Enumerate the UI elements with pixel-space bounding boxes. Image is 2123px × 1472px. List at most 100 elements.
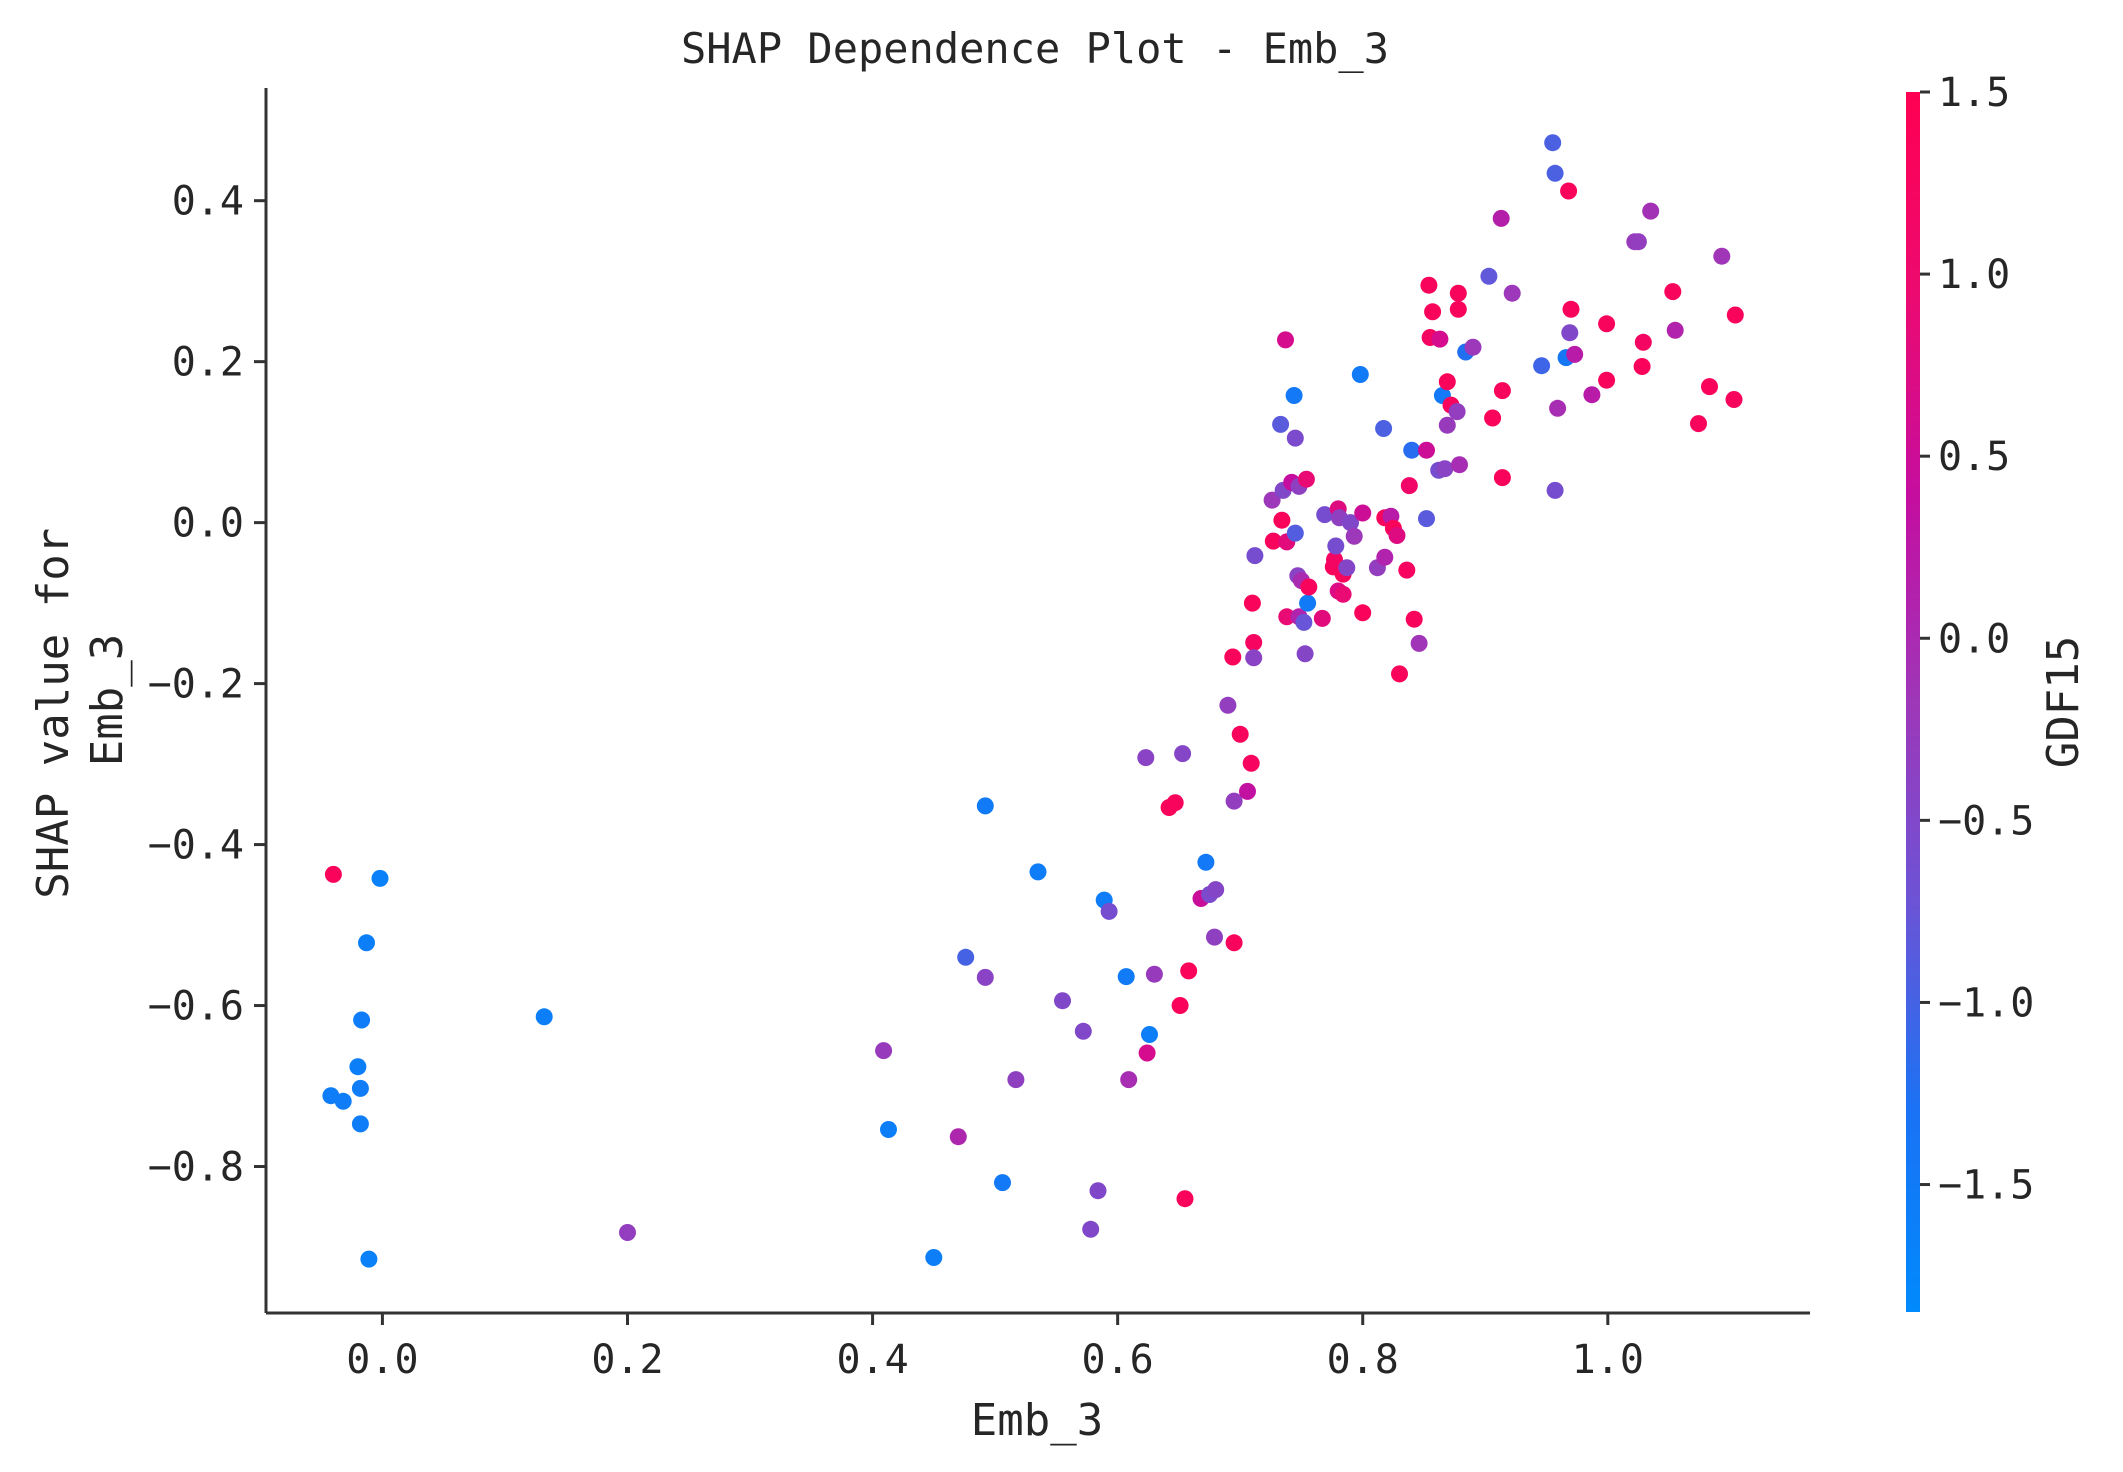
scatter-point — [1398, 561, 1416, 579]
colorbar-ticks: 1.5 1.0 0.5 0.0 −0.5 −1.0 −1.5 — [1920, 70, 2034, 1209]
y-tick-label: −0.4 — [148, 823, 244, 869]
scatter-point — [1598, 315, 1616, 333]
scatter-point — [1224, 648, 1242, 666]
scatter-point — [1316, 506, 1334, 524]
scatter-point — [1206, 928, 1223, 946]
x-tick-label: 0.8 — [1327, 1337, 1399, 1383]
scatter-point — [371, 869, 389, 887]
scatter-point — [1449, 300, 1467, 318]
scatter-point — [1438, 373, 1456, 391]
x-tick-label: 0.4 — [836, 1337, 908, 1383]
scatter-point — [358, 934, 375, 952]
scatter-point — [1174, 745, 1192, 763]
scatter-point — [1246, 547, 1264, 565]
x-tick-label: 0.6 — [1082, 1337, 1154, 1383]
scatter-points — [322, 134, 1744, 1268]
scatter-point — [1100, 902, 1118, 920]
colorbar-tick-label: −1.0 — [1938, 980, 2034, 1026]
scatter-point — [1219, 696, 1237, 714]
scatter-point — [1054, 992, 1071, 1010]
scatter-point — [1562, 300, 1580, 318]
scatter-point — [1633, 358, 1651, 375]
scatter-point — [1225, 792, 1243, 810]
scatter-point — [1082, 1220, 1100, 1238]
scatter-point — [925, 1249, 943, 1266]
chart-title: SHAP Dependence Plot - Emb_3 — [681, 24, 1389, 73]
scatter-point — [1598, 371, 1616, 389]
scatter-point — [351, 1079, 369, 1097]
scatter-point — [1484, 409, 1502, 427]
scatter-point — [334, 1092, 352, 1110]
scatter-point — [1418, 441, 1435, 459]
colorbar-tick-label: −0.5 — [1938, 798, 2034, 844]
scatter-point — [1391, 665, 1408, 683]
scatter-point — [1503, 284, 1521, 302]
scatter-point — [351, 1115, 369, 1133]
scatter-point — [1546, 481, 1564, 499]
scatter-point — [1436, 460, 1454, 478]
scatter-point — [1273, 511, 1291, 529]
scatter-point — [1242, 754, 1260, 772]
scatter-point — [1313, 609, 1331, 627]
scatter-point — [1231, 725, 1249, 743]
colorbar-label: GDF15 — [2038, 636, 2089, 768]
scatter-point — [1297, 470, 1315, 488]
scatter-point — [619, 1224, 636, 1241]
y-tick-label: −0.2 — [148, 662, 244, 708]
colorbar-tick-label: 0.0 — [1938, 616, 2010, 662]
scatter-point — [1277, 331, 1294, 349]
scatter-point — [1544, 134, 1562, 152]
y-tick-label: 0.0 — [172, 501, 244, 547]
x-tick-label: 0.0 — [346, 1337, 418, 1383]
y-tick-label: 0.4 — [172, 179, 244, 225]
colorbar-tick-label: 1.5 — [1938, 70, 2010, 116]
y-tick-label: −0.8 — [148, 1145, 244, 1191]
y-axis-ticks: 0.4 0.2 0.0 −0.2 −0.4 −0.6 −0.8 — [148, 179, 266, 1191]
y-axis-title-line-2: Emb_3 — [82, 634, 133, 766]
y-tick-label: −0.6 — [148, 984, 244, 1030]
scatter-point — [1701, 378, 1718, 396]
scatter-point — [1448, 403, 1466, 421]
scatter-point — [1405, 610, 1423, 628]
scatter-point — [1141, 1026, 1158, 1043]
scatter-point — [1245, 634, 1263, 651]
scatter-point — [1300, 578, 1318, 596]
scatter-point — [976, 968, 994, 986]
scatter-point — [1493, 382, 1511, 400]
scatter-point — [1264, 532, 1282, 550]
scatter-point — [1180, 962, 1198, 980]
scatter-point — [1089, 1182, 1107, 1200]
scatter-point — [1431, 330, 1449, 348]
scatter-point — [1549, 399, 1567, 417]
scatter-point — [1546, 164, 1564, 182]
scatter-point — [1176, 1190, 1194, 1208]
scatter-point — [949, 1128, 967, 1146]
colorbar-tick-label: 1.0 — [1938, 252, 2010, 298]
scatter-point — [1375, 420, 1393, 437]
scatter-point — [1278, 608, 1296, 626]
scatter-point — [1410, 634, 1428, 652]
scatter-point — [1418, 510, 1435, 528]
scatter-point — [1296, 645, 1314, 663]
scatter-point — [1029, 863, 1047, 881]
scatter-point — [1533, 357, 1551, 375]
scatter-point — [1286, 429, 1304, 447]
scatter-point — [1117, 968, 1135, 986]
scatter-point — [1326, 551, 1343, 569]
scatter-point — [1327, 537, 1345, 555]
x-tick-label: 1.0 — [1572, 1337, 1644, 1383]
scatter-point — [1583, 386, 1601, 404]
scatter-point — [1145, 965, 1163, 983]
scatter-point — [1225, 934, 1243, 952]
scatter-point — [1451, 456, 1468, 474]
scatter-point — [1560, 182, 1578, 200]
scatter-point — [957, 948, 975, 966]
scatter-point — [1171, 997, 1189, 1014]
scatter-point — [1480, 267, 1498, 285]
scatter-point — [1207, 881, 1225, 899]
x-axis-ticks: 0.0 0.2 0.4 0.6 0.8 1.0 — [346, 1313, 1644, 1383]
scatter-point — [1239, 782, 1256, 800]
x-axis-title: Emb_3 — [971, 1395, 1103, 1446]
scatter-point — [1286, 524, 1304, 542]
